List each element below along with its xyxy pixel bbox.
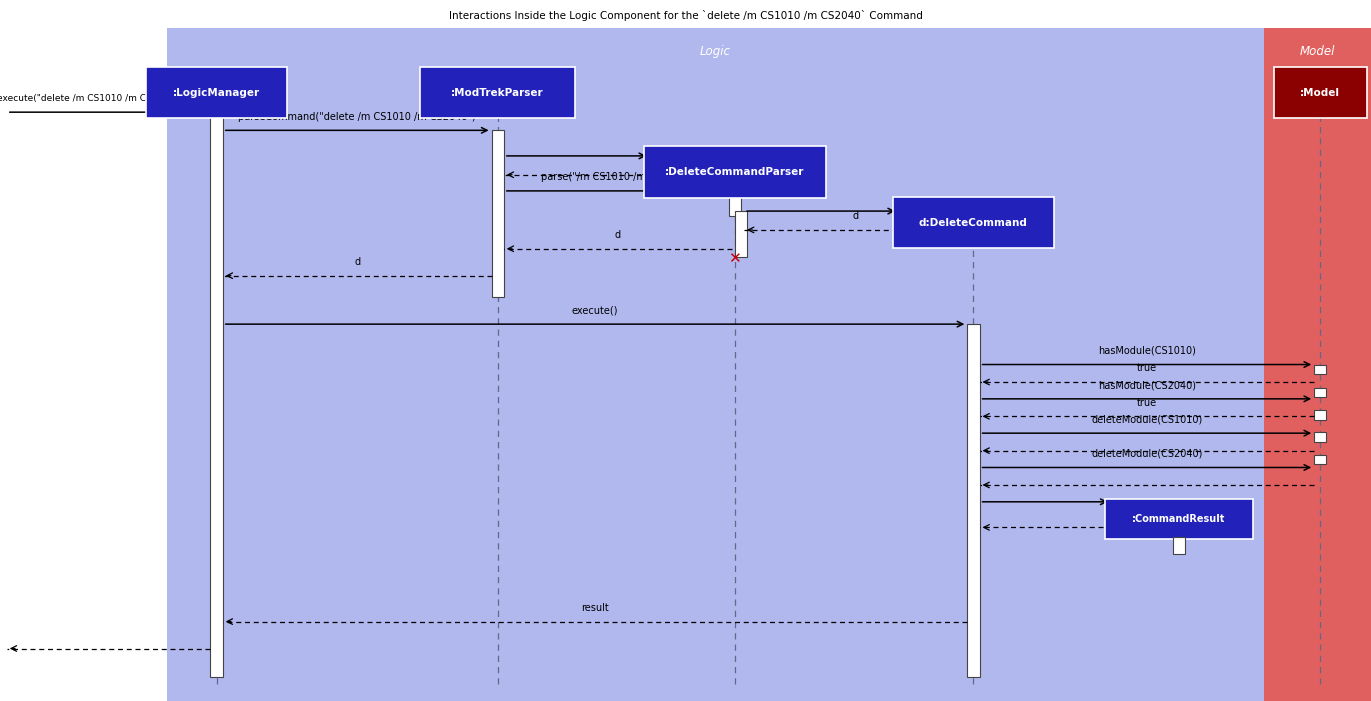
FancyBboxPatch shape (145, 67, 288, 118)
Text: d:DeleteCommand: d:DeleteCommand (919, 217, 1028, 228)
FancyBboxPatch shape (735, 211, 747, 257)
Text: result: result (581, 603, 609, 613)
Text: hasModule(CS2040): hasModule(CS2040) (1098, 380, 1196, 390)
FancyBboxPatch shape (1274, 67, 1367, 118)
FancyBboxPatch shape (968, 324, 979, 677)
FancyBboxPatch shape (729, 195, 742, 217)
FancyBboxPatch shape (1313, 433, 1327, 442)
Text: true: true (1137, 363, 1157, 373)
Text: parseCommand("delete /m CS1010 /m CS2040"): parseCommand("delete /m CS1010 /m CS2040… (239, 111, 476, 121)
Text: parse("/m CS1010 /m CS2040"): parse("/m CS1010 /m CS2040") (542, 172, 695, 182)
FancyBboxPatch shape (1313, 455, 1327, 464)
Text: execute(): execute() (572, 306, 618, 315)
Text: deleteModule(CS1010): deleteModule(CS1010) (1091, 414, 1202, 424)
FancyBboxPatch shape (644, 147, 825, 198)
FancyBboxPatch shape (1313, 388, 1327, 397)
Text: Model: Model (1300, 45, 1335, 58)
FancyBboxPatch shape (1264, 28, 1371, 701)
FancyBboxPatch shape (167, 28, 1319, 701)
FancyBboxPatch shape (1313, 365, 1327, 374)
FancyBboxPatch shape (1313, 410, 1327, 420)
FancyBboxPatch shape (1105, 499, 1253, 540)
Text: d: d (354, 257, 361, 267)
Text: ✕: ✕ (728, 251, 742, 266)
FancyBboxPatch shape (491, 130, 505, 297)
Text: :DeleteCommandParser: :DeleteCommandParser (665, 167, 805, 177)
Text: deleteModule(CS2040): deleteModule(CS2040) (1091, 449, 1202, 458)
Text: :CommandResult: :CommandResult (1132, 515, 1226, 524)
FancyBboxPatch shape (968, 243, 979, 245)
Text: d: d (853, 211, 858, 222)
Text: Interactions Inside the Logic Component for the `delete /m CS1010 /m CS2040` Com: Interactions Inside the Logic Component … (448, 11, 923, 21)
FancyBboxPatch shape (893, 197, 1054, 248)
FancyBboxPatch shape (1174, 537, 1186, 554)
Text: true: true (1137, 397, 1157, 407)
FancyBboxPatch shape (211, 112, 222, 677)
Text: Logic: Logic (701, 45, 731, 58)
Text: hasModule(CS1010): hasModule(CS1010) (1098, 346, 1196, 356)
Text: :LogicManager: :LogicManager (173, 88, 260, 97)
Text: execute("delete /m CS1010 /m CS2040"): execute("delete /m CS1010 /m CS2040") (0, 95, 182, 104)
Text: :Model: :Model (1300, 88, 1341, 97)
Text: :ModTrekParser: :ModTrekParser (451, 88, 544, 97)
FancyBboxPatch shape (420, 67, 576, 118)
Text: d: d (614, 230, 621, 240)
